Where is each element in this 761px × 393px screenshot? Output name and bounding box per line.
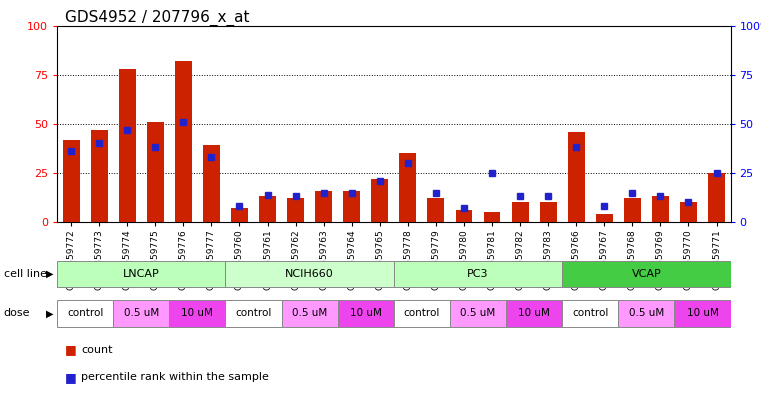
Bar bbox=[624, 198, 641, 222]
Text: 10 uM: 10 uM bbox=[686, 308, 718, 318]
Bar bbox=[596, 214, 613, 222]
Bar bbox=[674, 300, 731, 327]
Bar bbox=[282, 300, 338, 327]
Bar bbox=[225, 300, 282, 327]
Bar bbox=[562, 261, 731, 287]
Bar bbox=[540, 202, 556, 222]
Bar bbox=[113, 300, 169, 327]
Text: ■: ■ bbox=[65, 371, 76, 384]
Bar bbox=[428, 198, 444, 222]
Text: 0.5 uM: 0.5 uM bbox=[292, 308, 327, 318]
Text: ▶: ▶ bbox=[46, 309, 53, 318]
Bar bbox=[371, 179, 388, 222]
Bar bbox=[147, 122, 164, 222]
Text: ■: ■ bbox=[65, 343, 76, 356]
Text: 0.5 uM: 0.5 uM bbox=[629, 308, 664, 318]
Text: 0.5 uM: 0.5 uM bbox=[460, 308, 495, 318]
Bar bbox=[450, 300, 506, 327]
Bar bbox=[400, 153, 416, 222]
Bar bbox=[506, 300, 562, 327]
Text: control: control bbox=[403, 308, 440, 318]
Bar bbox=[343, 191, 360, 222]
Text: 10 uM: 10 uM bbox=[518, 308, 550, 318]
Bar bbox=[259, 196, 276, 222]
Text: GDS4952 / 207796_x_at: GDS4952 / 207796_x_at bbox=[65, 10, 249, 26]
Text: 10 uM: 10 uM bbox=[181, 308, 213, 318]
Bar bbox=[393, 300, 450, 327]
Bar bbox=[203, 145, 220, 222]
Bar bbox=[652, 196, 669, 222]
Text: NCIH660: NCIH660 bbox=[285, 268, 334, 279]
Text: 0.5 uM: 0.5 uM bbox=[123, 308, 159, 318]
Text: LNCAP: LNCAP bbox=[123, 268, 160, 279]
Bar bbox=[231, 208, 248, 222]
Bar bbox=[511, 202, 528, 222]
Bar bbox=[175, 61, 192, 222]
Text: percentile rank within the sample: percentile rank within the sample bbox=[81, 372, 269, 382]
Text: count: count bbox=[81, 345, 113, 355]
Bar bbox=[568, 132, 584, 222]
Bar bbox=[225, 261, 394, 287]
Text: dose: dose bbox=[4, 309, 30, 318]
Text: ▶: ▶ bbox=[46, 269, 53, 279]
Text: PC3: PC3 bbox=[467, 268, 489, 279]
Bar bbox=[456, 210, 473, 222]
Bar bbox=[169, 300, 225, 327]
Bar bbox=[393, 261, 562, 287]
Bar bbox=[618, 300, 674, 327]
Text: control: control bbox=[235, 308, 272, 318]
Bar bbox=[57, 261, 225, 287]
Bar bbox=[315, 191, 332, 222]
Bar bbox=[708, 173, 725, 222]
Bar bbox=[287, 198, 304, 222]
Bar bbox=[119, 69, 135, 222]
Text: control: control bbox=[67, 308, 103, 318]
Bar bbox=[57, 300, 113, 327]
Bar bbox=[562, 300, 618, 327]
Bar bbox=[91, 130, 107, 222]
Bar bbox=[680, 202, 697, 222]
Text: 10 uM: 10 uM bbox=[350, 308, 382, 318]
Bar bbox=[483, 212, 501, 222]
Text: cell line: cell line bbox=[4, 269, 47, 279]
Bar bbox=[338, 300, 393, 327]
Text: control: control bbox=[572, 308, 609, 318]
Bar bbox=[62, 140, 79, 222]
Text: VCAP: VCAP bbox=[632, 268, 661, 279]
